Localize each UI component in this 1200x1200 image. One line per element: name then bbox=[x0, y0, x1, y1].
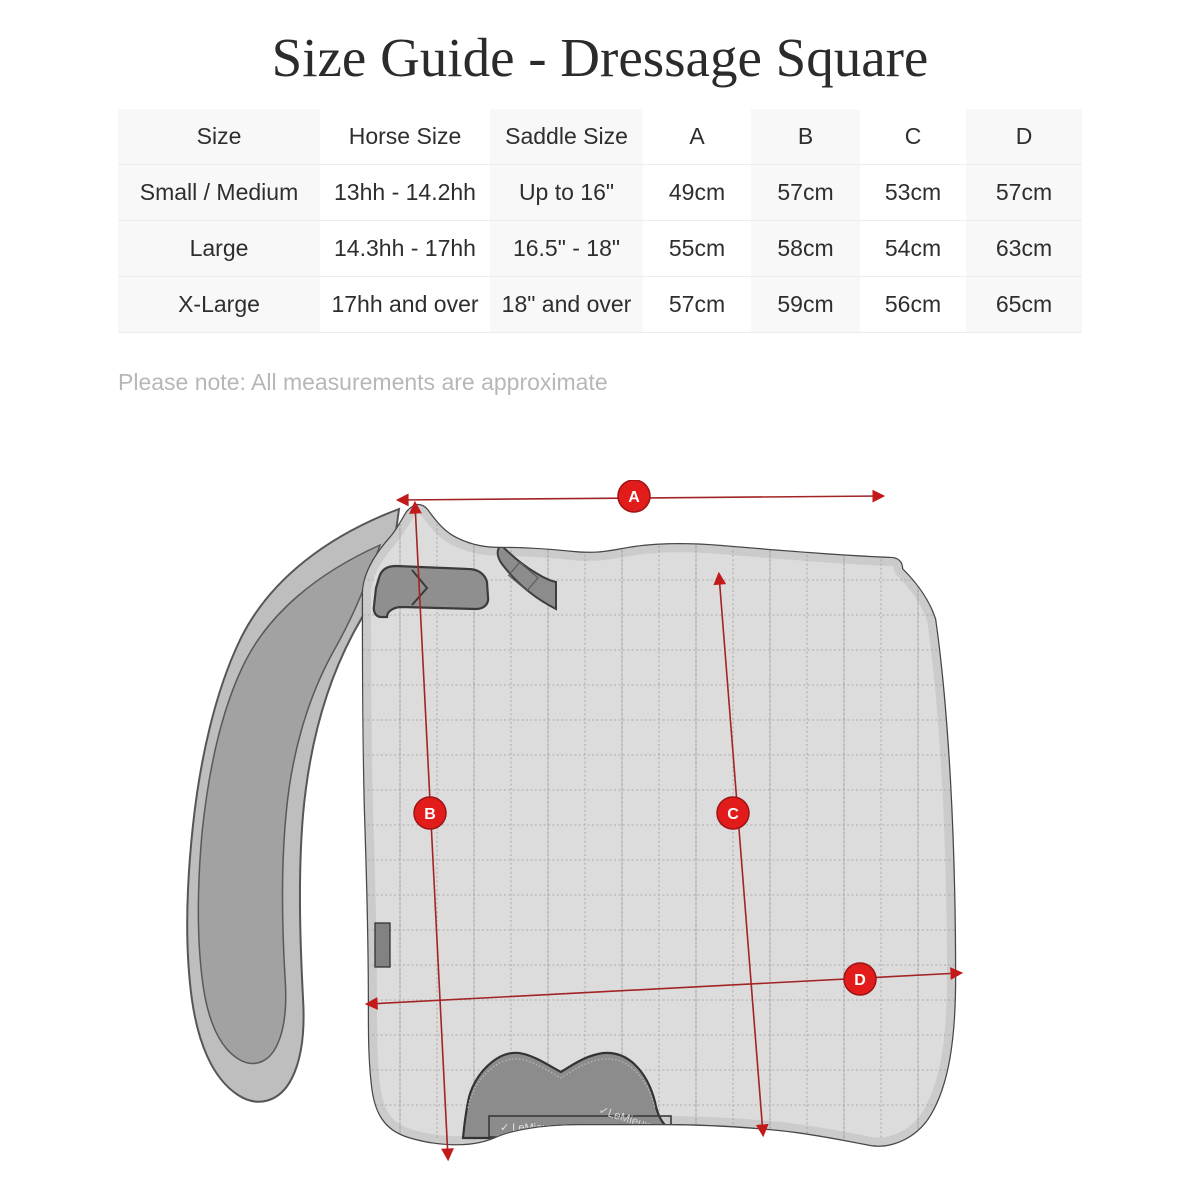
svg-text:A: A bbox=[628, 489, 640, 506]
svg-text:D: D bbox=[854, 972, 866, 989]
svg-text:C: C bbox=[727, 806, 739, 823]
svg-text:B: B bbox=[424, 806, 436, 823]
svg-text:LeMieux: LeMieux bbox=[389, 931, 398, 960]
